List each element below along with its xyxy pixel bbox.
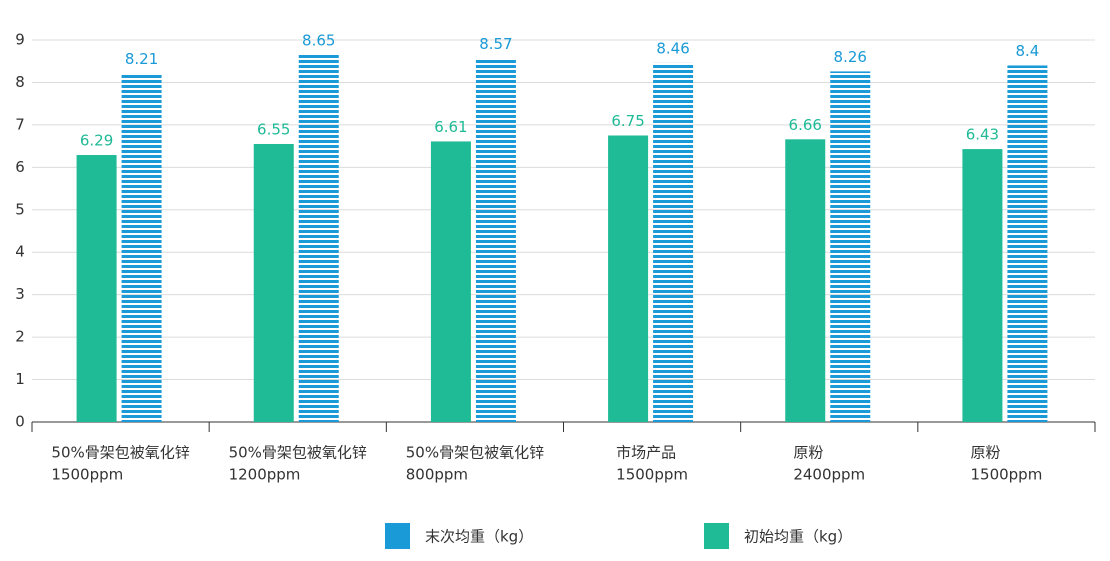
- value-label: 8.46: [656, 39, 689, 57]
- legend-label: 末次均重（kg）: [425, 528, 533, 546]
- bar: [76, 155, 117, 422]
- value-label: 6.61: [434, 118, 467, 136]
- value-label: 6.29: [80, 132, 113, 150]
- bar: [475, 58, 516, 423]
- x-tick-label: 1500ppm: [51, 466, 123, 484]
- x-tick-label: 800ppm: [406, 466, 468, 484]
- bar: [785, 139, 826, 422]
- y-tick-label: 0: [15, 413, 25, 431]
- x-tick-label: 原粉: [970, 444, 1000, 462]
- value-label: 8.26: [834, 48, 867, 66]
- y-tick-label: 1: [15, 370, 25, 388]
- legend-label: 初始均重（kg）: [744, 528, 852, 546]
- bar: [430, 141, 471, 423]
- y-tick-label: 5: [15, 200, 25, 218]
- x-tick-label: 1500ppm: [970, 466, 1042, 484]
- x-tick-label: 市场产品: [616, 444, 676, 462]
- bar: [121, 73, 162, 422]
- x-tick-label: 2400ppm: [793, 466, 865, 484]
- y-tick-label: 8: [15, 73, 25, 91]
- value-label: 8.57: [479, 35, 512, 53]
- x-tick-label: 1200ppm: [229, 466, 301, 484]
- value-label: 8.65: [302, 31, 335, 49]
- bar: [608, 135, 649, 422]
- y-tick-label: 7: [15, 115, 25, 133]
- bar: [1007, 65, 1048, 422]
- bar: [298, 54, 339, 422]
- x-tick-label: 50%骨架包被氧化锌: [51, 444, 189, 462]
- y-tick-label: 4: [15, 243, 25, 261]
- value-label: 6.75: [611, 112, 644, 130]
- legend-swatch: [704, 523, 729, 549]
- x-tick-label: 原粉: [793, 444, 823, 462]
- y-tick-label: 6: [15, 158, 25, 176]
- bar: [830, 71, 871, 423]
- value-label: 6.43: [966, 126, 999, 144]
- x-tick-label: 1500ppm: [616, 466, 688, 484]
- value-label: 6.66: [789, 116, 822, 134]
- value-label: 8.21: [125, 50, 158, 68]
- legend-swatch: [385, 523, 410, 549]
- y-tick-label: 2: [15, 328, 25, 346]
- y-tick-label: 9: [15, 31, 25, 49]
- bar: [653, 62, 694, 423]
- bar: [253, 143, 294, 422]
- bar: [962, 149, 1003, 423]
- y-tick-label: 3: [15, 285, 25, 303]
- value-label: 6.55: [257, 120, 290, 138]
- value-label: 8.4: [1015, 42, 1039, 60]
- x-tick-label: 50%骨架包被氧化锌: [406, 444, 544, 462]
- x-tick-label: 50%骨架包被氧化锌: [229, 444, 367, 462]
